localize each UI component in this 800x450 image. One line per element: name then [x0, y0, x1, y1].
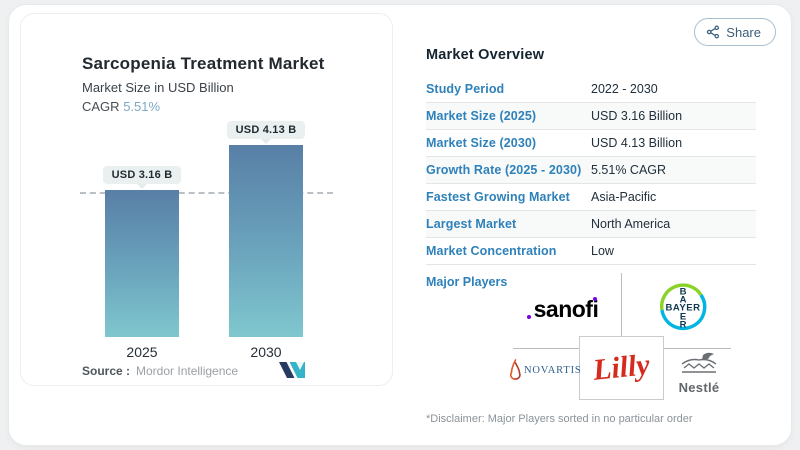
nestle-logo: Nestlé [672, 351, 726, 395]
sanofi-logo: sanofi [518, 296, 614, 323]
cagr-value: 5.51% [123, 99, 161, 114]
source-label: Source : [82, 364, 131, 378]
row-label: Market Size (2030) [426, 136, 537, 150]
sanofi-wordmark: sanofi [533, 296, 599, 322]
table-row: Market Concentration Low [426, 238, 756, 265]
novartis-logo: NOVARTIS [510, 359, 582, 381]
row-label: Market Size (2025) [426, 109, 537, 123]
reference-dashed-line [80, 192, 333, 194]
major-players-label: Major Players [426, 275, 508, 289]
bar [229, 145, 303, 337]
bayer-word-horizontal: BAYER [666, 303, 701, 314]
bar-value-label: USD 3.16 B [102, 166, 182, 184]
table-row: Fastest Growing Market Asia-Pacific [426, 184, 756, 211]
row-value: Low [591, 244, 614, 258]
row-label: Fastest Growing Market [426, 190, 570, 204]
major-players-logos: sanofi BAYER B A E R Lilly NOVARTIS [506, 269, 762, 405]
bar-group-2025: USD 3.16 B [102, 166, 182, 337]
x-axis-label-2025: 2025 [126, 344, 158, 360]
row-label: Market Concentration [426, 244, 557, 258]
table-row: Market Size (2030) USD 4.13 Billion [426, 130, 756, 157]
row-label: Study Period [426, 82, 505, 96]
novartis-wordmark: NOVARTIS [524, 364, 582, 376]
bar [105, 190, 179, 337]
row-value: USD 4.13 Billion [591, 136, 683, 150]
row-value: 5.51% CAGR [591, 163, 667, 177]
row-label: Growth Rate (2025 - 2030) [426, 163, 582, 177]
nestle-nest-icon [681, 352, 717, 373]
source-row: Source : Mordor Intelligence [82, 364, 238, 378]
table-row: Study Period 2022 - 2030 [426, 76, 756, 103]
lilly-wordmark: Lilly [591, 348, 652, 387]
table-row: Growth Rate (2025 - 2030) 5.51% CAGR [426, 157, 756, 184]
x-axis-label-2030: 2030 [250, 344, 282, 360]
logo-grid-vertical-divider [621, 273, 622, 336]
chart-title: Sarcopenia Treatment Market [82, 54, 325, 73]
row-value: USD 3.16 Billion [591, 109, 683, 123]
table-row: Largest Market North America [426, 211, 756, 238]
share-button[interactable]: Share [694, 18, 776, 46]
chart-card: Sarcopenia Treatment Market Market Size … [20, 13, 393, 386]
overview-table: Study Period 2022 - 2030 Market Size (20… [426, 76, 756, 265]
novartis-flame-icon [510, 359, 521, 380]
row-value: Asia-Pacific [591, 190, 657, 204]
row-label: Largest Market [426, 217, 517, 231]
bayer-letter: A [680, 295, 687, 306]
table-row: Market Size (2025) USD 3.16 Billion [426, 103, 756, 130]
bar-label-pointer [261, 139, 271, 144]
infographic-card: Sarcopenia Treatment Market Market Size … [8, 4, 792, 446]
row-value: North America [591, 217, 671, 231]
lilly-logo-cell: Lilly [579, 336, 664, 400]
overview-title: Market Overview [426, 47, 545, 63]
chart-subtitle: Market Size in USD Billion [82, 80, 234, 95]
source-name: Mordor Intelligence [136, 364, 239, 378]
share-icon [707, 25, 720, 39]
share-button-label: Share [726, 24, 761, 40]
disclaimer-text: *Disclaimer: Major Players sorted in no … [426, 413, 693, 425]
bayer-logo: BAYER B A E R [659, 283, 707, 331]
bar-label-pointer [137, 184, 147, 189]
nestle-wordmark: Nestlé [678, 380, 720, 395]
mordor-intelligence-logo [279, 362, 305, 378]
bar-value-label: USD 4.13 B [226, 121, 306, 139]
bayer-letter: R [680, 320, 687, 331]
row-value: 2022 - 2030 [591, 82, 658, 96]
chart-cagr: CAGR 5.51% [82, 99, 160, 114]
cagr-label: CAGR [82, 99, 120, 114]
bayer-letter: B [680, 287, 687, 298]
bayer-letter: E [680, 312, 686, 323]
bar-group-2030: USD 4.13 B [226, 121, 306, 337]
